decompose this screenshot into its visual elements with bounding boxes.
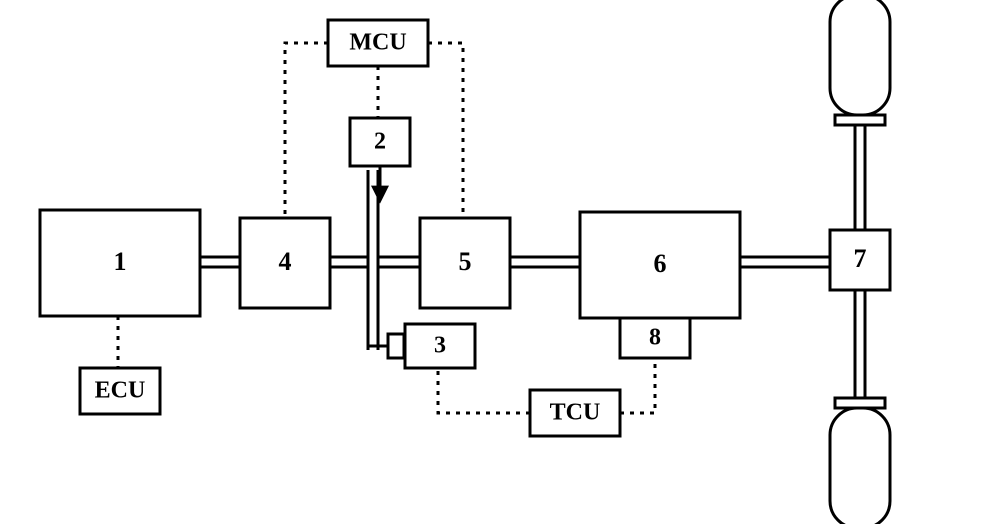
node-n3n bbox=[388, 334, 404, 358]
node-n7-label: 7 bbox=[854, 244, 867, 273]
node-n8-label: 8 bbox=[649, 325, 661, 351]
wheel-top bbox=[830, 0, 890, 115]
node-tcu-label: TCU bbox=[550, 400, 601, 426]
signal-tcu-n3 bbox=[438, 368, 530, 413]
node-ecu-label: ECU bbox=[95, 378, 146, 404]
node-n4-label: 4 bbox=[279, 247, 292, 276]
node-n6-label: 6 bbox=[654, 249, 667, 278]
wheel-hub-top bbox=[835, 115, 885, 125]
powertrain-diagram: 1 4 5 6 7 2 3 8 MCU ECU TCU bbox=[0, 0, 1000, 524]
wheel-bot bbox=[830, 408, 890, 524]
node-n1-label: 1 bbox=[114, 247, 127, 276]
signal-tcu-n8 bbox=[620, 358, 655, 413]
signal-mcu-right bbox=[428, 43, 463, 218]
node-n5-label: 5 bbox=[459, 247, 472, 276]
signal-mcu-left bbox=[285, 43, 328, 218]
node-n2-label: 2 bbox=[374, 129, 386, 155]
node-n3-label: 3 bbox=[434, 333, 446, 359]
node-mcu-label: MCU bbox=[349, 30, 406, 56]
wheel-hub-bot bbox=[835, 398, 885, 408]
